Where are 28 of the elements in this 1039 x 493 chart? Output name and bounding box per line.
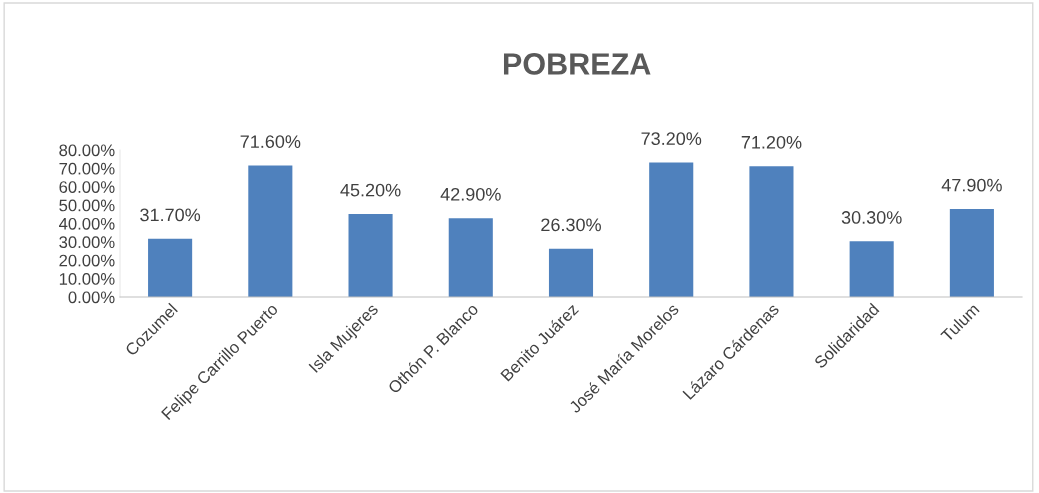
data-label: 71.60% [240,135,301,148]
bar [649,162,694,297]
y-tick-label: 20.00% [59,254,115,267]
y-tick-label: 50.00% [59,199,115,212]
data-label: 26.30% [541,218,601,232]
y-tick-label: 30.00% [59,236,115,249]
bar [949,208,994,297]
bar [248,165,293,297]
data-label: 73.20% [641,132,702,146]
bar [148,238,193,297]
y-tick-label: 0.00% [68,291,115,304]
bar [548,248,594,297]
data-label: 71.20% [741,135,802,149]
data-label: 47.90% [941,178,1002,192]
data-label: 42.90% [440,187,501,201]
y-tick-label: 40.00% [59,217,115,230]
data-label: 30.30% [841,211,902,224]
bar [849,241,894,297]
bar [348,213,393,297]
chart-title: POBREZA [503,53,651,75]
data-label: 31.70% [140,208,201,222]
y-tick-label: 10.00% [59,273,115,285]
y-tick-label: 60.00% [59,181,115,193]
y-tick-label: 70.00% [59,162,115,175]
data-label: 45.20% [340,183,401,197]
y-tick-label: 80.00% [59,144,115,157]
bar [448,218,493,297]
bar [749,166,794,297]
